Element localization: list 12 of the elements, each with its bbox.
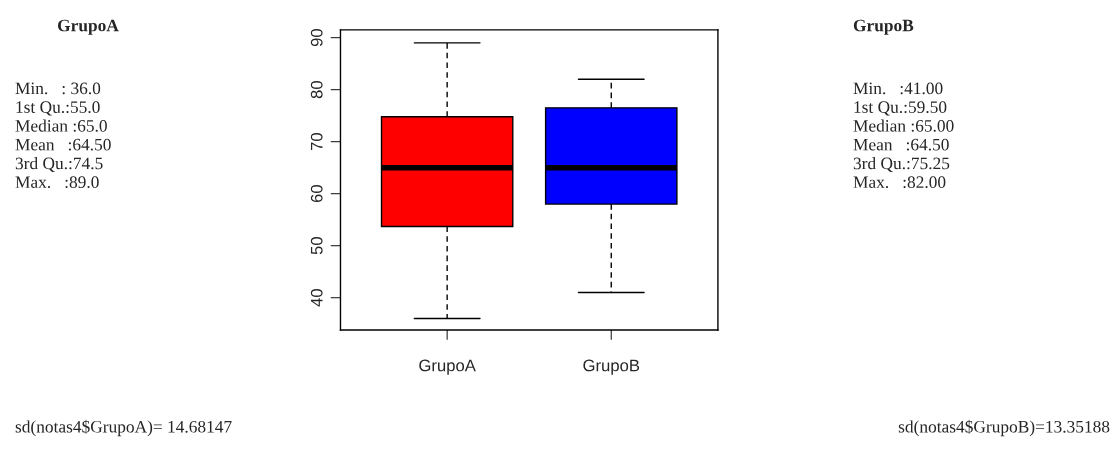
y-tick-label: 70	[310, 133, 323, 151]
text: GrupoA	[57, 19, 119, 35]
text: sd(notas4$GrupoA)= 14.68147	[15, 419, 232, 437]
text: GrupoB	[853, 19, 914, 35]
y-tick-label: 50	[310, 237, 323, 255]
y-tick-label: 90	[310, 29, 323, 47]
text: sd(notas4$GrupoB)=13.35188	[898, 419, 1110, 437]
text: Min. : 36.0 1st Qu.:55.0 Median :65.0 Mean :64.50 3rd Qu.:74.5 Max. :89.0	[15, 82, 111, 189]
y-tick-label: 40	[310, 289, 323, 307]
y-tick-label: 80	[310, 81, 323, 99]
y-tick-label: 60	[310, 185, 323, 203]
text: Min. :41.00 1st Qu.:59.50 Median :65.00 Mean :64.50 3rd Qu.:75.25 Max. :82.00	[853, 82, 954, 189]
